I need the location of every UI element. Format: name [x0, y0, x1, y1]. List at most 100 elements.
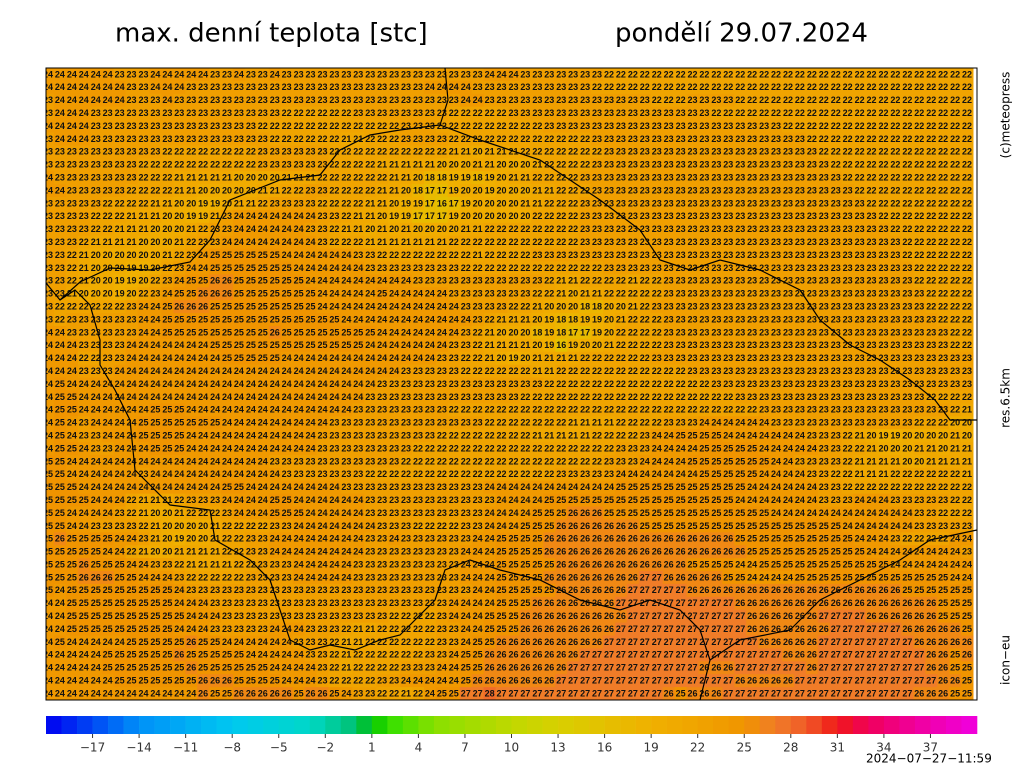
temperature-value: 23 [103, 147, 113, 157]
temperature-value: 22 [902, 211, 912, 221]
temperature-value: 25 [711, 443, 721, 453]
temperature-value: 23 [676, 121, 686, 131]
temperature-value: 24 [162, 95, 172, 105]
temperature-value: 21 [401, 237, 411, 247]
temperature-value: 25 [341, 327, 351, 337]
temperature-value: 22 [855, 134, 865, 144]
temperature-value: 22 [687, 405, 697, 415]
temperature-value: 23 [79, 160, 89, 170]
temperature-value: 23 [341, 69, 351, 79]
temperature-value: 22 [497, 237, 507, 247]
temperature-value: 22 [425, 443, 435, 453]
temperature-value: 23 [664, 185, 674, 195]
temperature-value: 23 [711, 160, 721, 170]
temperature-value: 24 [234, 224, 244, 234]
temperature-value: 23 [711, 211, 721, 221]
temperature-value: 23 [91, 366, 101, 376]
temperature-value: 22 [377, 147, 387, 157]
temperature-value: 23 [807, 237, 817, 247]
temperature-value: 24 [67, 134, 77, 144]
temperature-value: 22 [437, 469, 447, 479]
temperature-value: 23 [664, 147, 674, 157]
temperature-value: 24 [162, 289, 172, 299]
temperature-value: 22 [628, 314, 638, 324]
temperature-value: 23 [771, 173, 781, 183]
temperature-value: 22 [843, 456, 853, 466]
temperature-value: 23 [425, 108, 435, 118]
temperature-value: 23 [628, 456, 638, 466]
temperature-value: 24 [222, 469, 232, 479]
temperature-value: 22 [425, 469, 435, 479]
temperature-value: 24 [771, 430, 781, 440]
temperature-value: 24 [79, 405, 89, 415]
temperature-value: 24 [353, 314, 363, 324]
temperature-value: 23 [282, 147, 292, 157]
temperature-value: 23 [676, 134, 686, 144]
temperature-value: 23 [878, 276, 888, 286]
temperature-value: 24 [270, 211, 280, 221]
temperature-value: 24 [79, 108, 89, 118]
temperature-value: 23 [198, 108, 208, 118]
temperature-value: 21 [508, 314, 518, 324]
temperature-value: 22 [425, 147, 435, 157]
temperature-value: 22 [520, 366, 530, 376]
temperature-value: 21 [544, 366, 554, 376]
temperature-value: 22 [819, 134, 829, 144]
temperature-value: 19 [461, 198, 471, 208]
temperature-value: 23 [103, 327, 113, 337]
temperature-value: 21 [389, 160, 399, 170]
temperature-value: 23 [616, 185, 626, 195]
temperature-value: 23 [544, 121, 554, 131]
temperature-value: 18 [532, 327, 542, 337]
temperature-value: 22 [556, 237, 566, 247]
temperature-value: 24 [55, 327, 65, 337]
temperature-value: 20 [103, 289, 113, 299]
temperature-value: 21 [580, 418, 590, 428]
temperature-value: 22 [294, 134, 304, 144]
temperature-value: 22 [580, 379, 590, 389]
temperature-value: 24 [425, 82, 435, 92]
temperature-value: 22 [878, 160, 888, 170]
temperature-value: 23 [353, 250, 363, 260]
temperature-value: 23 [592, 160, 602, 170]
temperature-value: 24 [115, 443, 125, 453]
temperature-value: 22 [652, 366, 662, 376]
temperature-value: 22 [520, 405, 530, 415]
temperature-value: 22 [950, 327, 960, 337]
temperature-value: 23 [115, 185, 125, 195]
temperature-value: 23 [723, 301, 733, 311]
temperature-value: 19 [186, 211, 196, 221]
temperature-value: 21 [246, 198, 256, 208]
temperature-value: 23 [413, 366, 423, 376]
temperature-value: 23 [795, 327, 805, 337]
temperature-value: 24 [103, 392, 113, 402]
temperature-value: 26 [222, 276, 232, 286]
temperature-value: 22 [902, 95, 912, 105]
temperature-value: 22 [353, 185, 363, 195]
temperature-value: 22 [329, 173, 339, 183]
temperature-value: 23 [699, 314, 709, 324]
temperature-value: 23 [711, 276, 721, 286]
temperature-value: 22 [819, 121, 829, 131]
temperature-value: 24 [174, 469, 184, 479]
temperature-value: 20 [258, 173, 268, 183]
temperature-value: 23 [843, 405, 853, 415]
temperature-value: 24 [783, 456, 793, 466]
temperature-value: 23 [317, 147, 327, 157]
temperature-value: 25 [222, 340, 232, 350]
temperature-value: 24 [270, 469, 280, 479]
temperature-value: 24 [317, 392, 327, 402]
temperature-value: 24 [103, 456, 113, 466]
temperature-value: 23 [819, 173, 829, 183]
temperature-value: 22 [127, 198, 137, 208]
temperature-value: 23 [747, 134, 757, 144]
temperature-value: 22 [890, 147, 900, 157]
temperature-value: 22 [592, 392, 602, 402]
temperature-value: 22 [532, 263, 542, 273]
temperature-value: 23 [473, 418, 483, 428]
temperature-value: 24 [174, 366, 184, 376]
temperature-value: 24 [425, 353, 435, 363]
temperature-value: 23 [401, 379, 411, 389]
temperature-value: 24 [115, 95, 125, 105]
temperature-value: 23 [819, 160, 829, 170]
